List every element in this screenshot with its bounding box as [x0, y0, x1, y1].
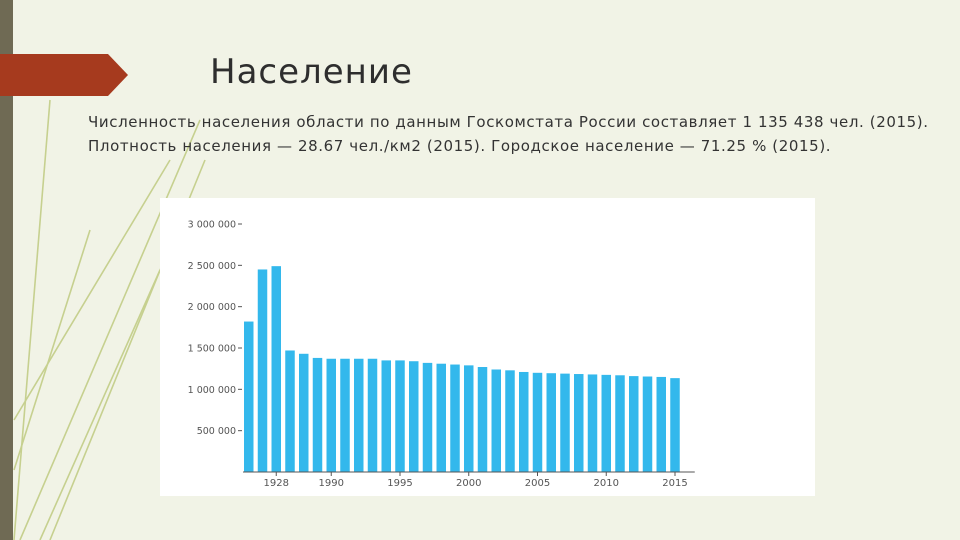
bar-1999 [450, 364, 460, 472]
bar-1995 [395, 360, 405, 472]
decorative-line-group [13, 99, 206, 540]
bar-2007 [560, 373, 570, 472]
bar-1989 [312, 357, 323, 472]
slide-body-text: Численность населения области по данным … [88, 113, 929, 155]
bar-2010 [601, 374, 611, 472]
decor-line [13, 159, 171, 421]
bar-2011 [615, 375, 625, 472]
left-accent-bar [0, 0, 13, 540]
y-tick-label: 500 000 [197, 426, 236, 437]
bar-2004 [519, 371, 529, 472]
bar-1990 [326, 358, 336, 472]
bar-1993 [367, 358, 378, 472]
decor-line [13, 99, 51, 540]
bar-1959 [271, 266, 281, 472]
bar-1992 [354, 358, 364, 472]
y-tick-label: 2 000 000 [188, 302, 236, 313]
bar-1979 [299, 353, 309, 472]
bar-1994 [381, 360, 391, 472]
x-tick-label: 2000 [456, 478, 481, 489]
title-arrow-shape [0, 54, 128, 96]
x-tick-label: 2005 [525, 478, 550, 489]
bar-1926 [244, 321, 254, 472]
decor-line [39, 269, 161, 540]
x-tick-label: 1990 [319, 478, 344, 489]
y-tick-label: 2 500 000 [188, 261, 236, 272]
decorative-lines [13, 99, 206, 540]
bar-2009 [587, 374, 598, 472]
y-tick-label: 1 500 000 [188, 344, 236, 355]
bar-1998 [436, 363, 446, 472]
y-tick-label: 3 000 000 [188, 220, 236, 231]
x-tick-label: 1995 [387, 478, 412, 489]
title-arrow-polygon [0, 54, 128, 96]
bar-1996 [409, 361, 419, 472]
bar-1928 [257, 269, 268, 472]
bar-2003 [505, 370, 515, 472]
y-tick-label: 1 000 000 [188, 385, 236, 396]
bar-2014 [656, 376, 666, 472]
bar-2012 [629, 376, 639, 472]
bar-2013 [642, 376, 653, 472]
bar-1991 [340, 358, 350, 472]
bar-1970 [285, 350, 295, 472]
bar-1997 [422, 362, 433, 472]
x-tick-label: 2010 [594, 478, 619, 489]
population-chart: 500 000 1 000 000 1 500 000 2 000 000 2 500 … [160, 198, 815, 496]
x-tick-label: 1928 [264, 478, 289, 489]
x-tick-label: 2015 [662, 478, 687, 489]
bar-2006 [546, 373, 556, 472]
chart-svg: 500 000 1 000 000 1 500 000 2 000 000 2 500 … [188, 220, 695, 489]
bar-2015 [670, 378, 680, 472]
decor-line [13, 229, 91, 471]
bar-2001 [477, 367, 488, 472]
bar-2005 [532, 372, 543, 472]
slide-title: Население [210, 52, 413, 92]
decor-line [19, 119, 201, 540]
bar-2008 [574, 374, 584, 472]
bar-2000 [464, 365, 474, 472]
bar-2002 [491, 369, 501, 472]
